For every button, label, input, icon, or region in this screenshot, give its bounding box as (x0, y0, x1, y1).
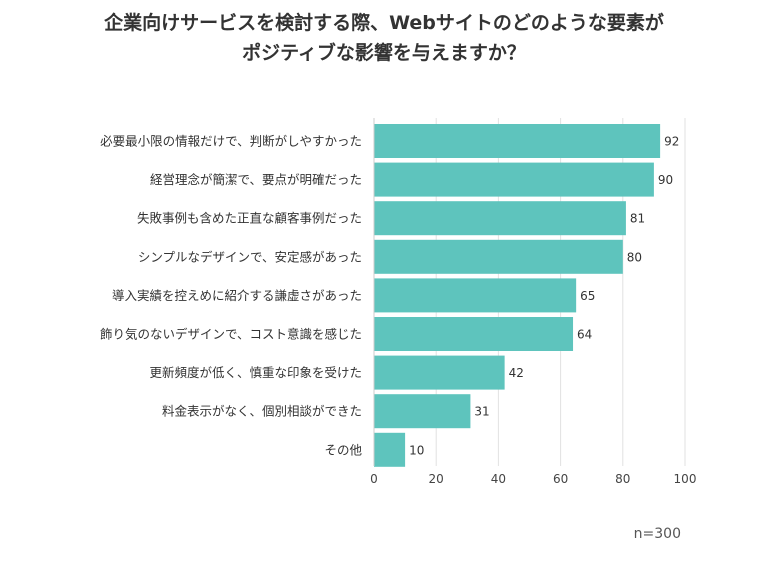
bar (374, 394, 471, 429)
value-label: 31 (474, 405, 489, 419)
category-label: 必要最小限の情報だけで、判断がしやすかった (100, 134, 362, 149)
x-tick-label: 80 (615, 472, 630, 486)
x-tick-label: 60 (553, 472, 568, 486)
value-label: 42 (509, 366, 524, 380)
value-label: 90 (658, 173, 673, 187)
category-label: 失敗事例も含めた正直な顧客事例だった (137, 211, 362, 226)
x-tick-label: 100 (674, 472, 697, 486)
x-tick-label: 0 (370, 472, 378, 486)
chart-title-line-2: ポジティブな影響を与えますか？ (242, 42, 526, 64)
x-tick-label: 20 (429, 472, 444, 486)
value-label: 81 (630, 212, 645, 226)
category-label: 更新頻度が低く、慎重な印象を受けた (149, 365, 362, 380)
bar (374, 124, 661, 158)
value-label: 64 (577, 328, 592, 342)
sample-size-note: n=300 (633, 526, 681, 542)
bar (374, 355, 505, 390)
bar (374, 201, 626, 236)
category-label: 飾り気のないデザインで、コスト意識を感じた (100, 327, 362, 342)
label-layer: 必要最小限の情報だけで、判断がしやすかった 92 経営理念が簡潔で、要点が明確だった… (100, 134, 679, 458)
chart-title-line-1: 企業向けサービスを検討する際、Webサイトのどのような要素が (104, 12, 664, 34)
bar (374, 239, 623, 274)
x-tick-label: 40 (491, 472, 506, 486)
value-label: 65 (580, 289, 595, 303)
value-label: 92 (664, 135, 679, 149)
bar (374, 432, 406, 467)
category-label: シンプルなデザインで、安定感があった (138, 249, 362, 264)
value-label: 80 (627, 250, 642, 264)
bar (374, 278, 577, 313)
value-label: 10 (409, 443, 424, 457)
axis-layer: 0 20 40 60 80 100 (370, 118, 696, 486)
category-label: 料金表示がなく、個別相談ができた (162, 404, 362, 419)
category-label: その他 (324, 442, 362, 457)
bar-layer (374, 124, 661, 467)
chart-title: 企業向けサービスを検討する際、Webサイトのどのような要素が ポジティブな影響を… (0, 8, 768, 68)
category-label: 経営理念が簡潔で、要点が明確だった (150, 172, 362, 187)
category-label: 導入実績を控えめに紹介する謙虚さがあった (112, 288, 362, 303)
bar (374, 317, 574, 351)
bar (374, 162, 654, 197)
